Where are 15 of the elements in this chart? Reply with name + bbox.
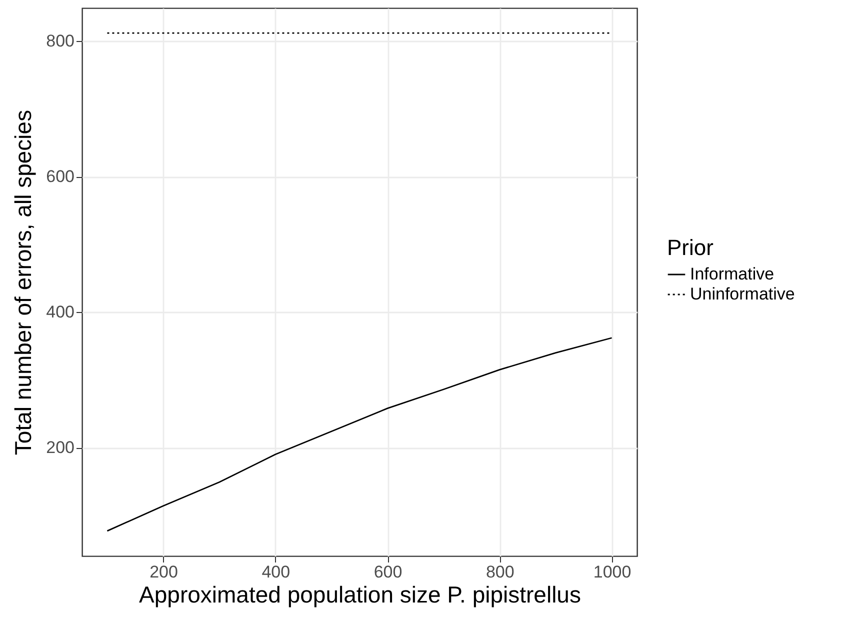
x-tick-label: 1000 (593, 562, 632, 582)
y-tick-label: 800 (46, 32, 74, 51)
x-tick-label: 600 (374, 562, 402, 582)
legend-title: Prior (667, 235, 714, 260)
legend-label: Informative (690, 264, 774, 284)
y-axis-title: Total number of errors, all species (10, 110, 36, 456)
y-tick-label: 400 (46, 302, 74, 322)
y-tick-label: 600 (46, 167, 74, 186)
legend-label: Uninformative (690, 284, 795, 304)
x-tick-label: 400 (262, 562, 290, 582)
x-tick-label: 200 (150, 562, 178, 582)
x-axis-title: Approximated population size P. pipistrellus (139, 582, 581, 608)
line-series (106, 337, 612, 532)
y-tick-label: 200 (46, 438, 74, 458)
x-tick-label: 800 (486, 562, 514, 582)
